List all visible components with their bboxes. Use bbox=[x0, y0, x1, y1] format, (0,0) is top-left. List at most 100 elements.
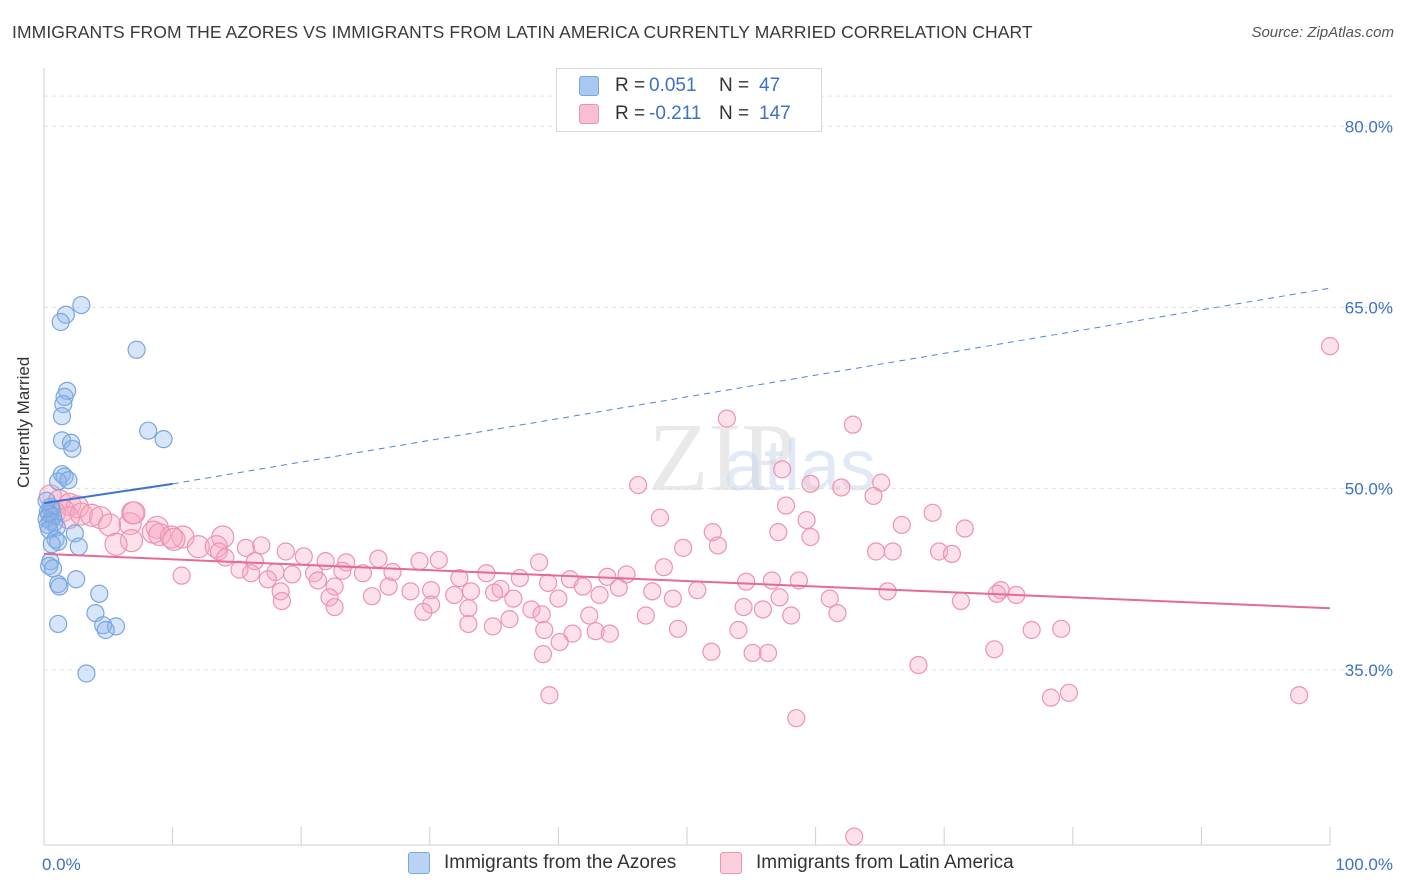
latin-america-point bbox=[459, 614, 478, 634]
y-tick-label: 50.0% bbox=[1345, 480, 1393, 499]
azores-point bbox=[94, 616, 113, 635]
azores-swatch bbox=[579, 76, 599, 96]
latin-america-point bbox=[1059, 683, 1079, 702]
latin-america-point bbox=[708, 536, 727, 555]
latin-america-point bbox=[429, 550, 448, 570]
latin-america-point bbox=[245, 552, 265, 571]
azores-point bbox=[90, 584, 109, 603]
tick-labels: 80.0% 65.0% 50.0% 35.0% 0.0% 100.0% bbox=[42, 117, 1393, 874]
latin-america-point bbox=[782, 606, 801, 625]
latin-america-legend-swatch bbox=[720, 852, 742, 874]
y-axis-title: Currently Married bbox=[14, 356, 33, 488]
latin-america-point bbox=[892, 515, 911, 535]
data-points bbox=[37, 295, 1340, 846]
latin-america-point bbox=[573, 577, 592, 596]
azores-point bbox=[61, 433, 81, 452]
correlation-legend: R = 0.051 N = 47 R = -0.211 N = 147 bbox=[556, 68, 822, 132]
n-label: N = bbox=[719, 75, 750, 96]
latin-america-point bbox=[985, 640, 1004, 659]
latin-america-point bbox=[758, 643, 778, 663]
latin-america-point bbox=[148, 522, 172, 547]
latin-america-point bbox=[586, 622, 605, 641]
latin-america-point bbox=[909, 655, 928, 675]
azores-point bbox=[67, 570, 86, 589]
latin-america-point bbox=[864, 486, 883, 506]
latin-america-legend-label: Immigrants from Latin America bbox=[756, 852, 1014, 873]
latin-america-point bbox=[230, 560, 249, 579]
latin-america-point bbox=[532, 605, 551, 624]
latin-america-point bbox=[654, 558, 673, 577]
latin-america-point bbox=[186, 535, 210, 559]
latin-america-point bbox=[522, 600, 541, 619]
chart-title: IMMIGRANTS FROM THE AZORES VS IMMIGRANTS… bbox=[12, 22, 1033, 42]
latin-america-point bbox=[325, 577, 344, 596]
x-tick-label: 100.0% bbox=[1335, 855, 1393, 874]
latin-america-point bbox=[236, 538, 256, 557]
latin-america-point bbox=[820, 589, 839, 608]
latin-america-point bbox=[629, 475, 648, 495]
latin-america-point bbox=[379, 577, 398, 596]
latin-america-point bbox=[729, 620, 748, 640]
azores-point bbox=[77, 664, 96, 683]
y-tick-label: 35.0% bbox=[1345, 661, 1393, 680]
latin-america-point bbox=[410, 552, 429, 571]
latin-america-point bbox=[951, 591, 971, 611]
azores-point bbox=[42, 535, 61, 554]
azores-point bbox=[72, 295, 91, 315]
latin-america-point bbox=[923, 503, 942, 522]
latin-america-point bbox=[563, 624, 582, 643]
latin-america-point bbox=[172, 566, 191, 585]
legend-item-latin-america[interactable]: Immigrants from Latin America bbox=[720, 852, 1014, 874]
latin-america-point bbox=[636, 606, 655, 625]
latin-america-point bbox=[320, 588, 339, 607]
latin-america-point bbox=[580, 606, 599, 625]
latin-america-point bbox=[353, 564, 373, 583]
latin-america-point bbox=[510, 568, 529, 588]
azores-legend-swatch bbox=[408, 852, 430, 874]
legend-row-latin-america: R = -0.211 N = 147 bbox=[579, 101, 791, 127]
y-tick-label: 65.0% bbox=[1345, 298, 1393, 317]
latin-america-point bbox=[549, 589, 568, 608]
latin-america-point bbox=[1041, 688, 1061, 707]
x-tick-label: 0.0% bbox=[42, 855, 81, 874]
latin-america-point bbox=[162, 527, 186, 552]
latin-america-point bbox=[797, 510, 816, 530]
azores-point bbox=[127, 340, 146, 359]
latin-america-point bbox=[421, 595, 441, 614]
latin-america-point bbox=[445, 585, 464, 605]
latin-america-point bbox=[753, 600, 772, 619]
latin-america-point bbox=[258, 570, 277, 589]
n-label: N = bbox=[719, 103, 750, 124]
legend-item-azores[interactable]: Immigrants from the Azores bbox=[408, 852, 676, 874]
latin-america-point bbox=[717, 409, 736, 428]
source-label: Source: ZipAtlas.com bbox=[1251, 24, 1394, 41]
latin-america-point bbox=[688, 581, 707, 600]
watermark-suffix: atlas bbox=[724, 426, 876, 506]
latin-america-point bbox=[276, 542, 295, 561]
latin-america-point bbox=[485, 583, 504, 602]
latin-america-point bbox=[787, 709, 806, 728]
latin-america-point bbox=[590, 585, 609, 605]
azores-point bbox=[154, 430, 173, 449]
latin-america-point bbox=[283, 565, 302, 584]
latin-america-point bbox=[540, 686, 559, 705]
azores-trend-extension bbox=[172, 287, 1331, 485]
latin-america-point bbox=[663, 589, 682, 608]
latin-america-point bbox=[333, 561, 352, 580]
r-label: R = bbox=[615, 75, 646, 96]
latin-america-point bbox=[845, 827, 864, 846]
latin-america-point bbox=[550, 632, 569, 652]
azores-point bbox=[40, 520, 59, 539]
latin-america-point bbox=[272, 591, 292, 611]
latin-america-point bbox=[122, 501, 146, 525]
latin-america-point bbox=[1052, 619, 1071, 638]
latin-america-point bbox=[252, 536, 271, 555]
latin-america-point bbox=[97, 513, 122, 537]
latin-america-point bbox=[104, 532, 128, 556]
azores-point bbox=[59, 471, 78, 490]
grid-lines bbox=[44, 95, 1394, 671]
latin-america-point bbox=[79, 503, 104, 527]
latin-america-point bbox=[450, 568, 469, 588]
latin-america-point bbox=[504, 589, 523, 608]
